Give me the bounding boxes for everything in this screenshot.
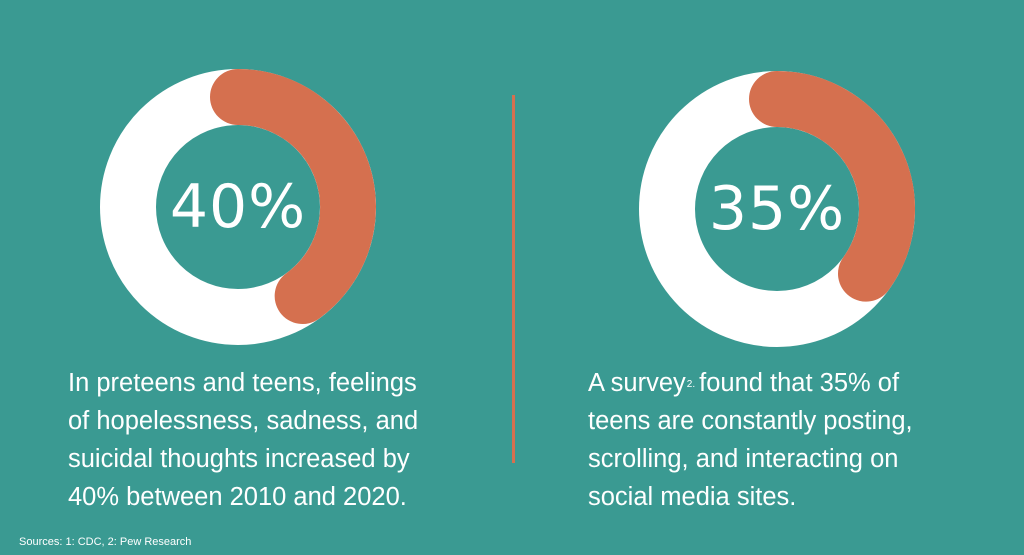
caption-left: In preteens and teens, feelings of hopel… [68, 364, 488, 516]
donut-chart-right: 35% [638, 70, 916, 348]
caption-line: of hopelessness, sadness, and [68, 407, 419, 435]
caption-right: A survey2. found that 35% of teens are co… [588, 364, 1008, 516]
donut-arc-right [749, 71, 915, 302]
caption-line: teens are constantly posting, [588, 407, 913, 435]
donut-chart-left: 40% [99, 68, 377, 346]
caption-line: In preteens and teens, feelings [68, 369, 417, 397]
caption-line: scrolling, and interacting on [588, 445, 899, 473]
caption-line: social media sites. [588, 483, 797, 511]
center-divider [512, 95, 515, 463]
caption-prefix: A survey [588, 369, 686, 397]
caption-line: 40% between 2010 and 2020. [68, 483, 407, 511]
donut-arc-left [210, 69, 376, 324]
percentage-label-right: 35% [708, 174, 846, 244]
caption-first-line-rest: found that 35% of [699, 369, 900, 397]
caption-line: suicidal thoughts increased by [68, 445, 410, 473]
footnote-marker: 2. [686, 379, 696, 390]
percentage-label-left: 40% [169, 172, 307, 242]
donut-svg-left [100, 69, 376, 345]
caption-line: A survey2. found that 35% of [588, 364, 1008, 402]
sources-note: Sources: 1: CDC, 2: Pew Research [19, 536, 192, 548]
donut-svg-right [639, 71, 915, 347]
